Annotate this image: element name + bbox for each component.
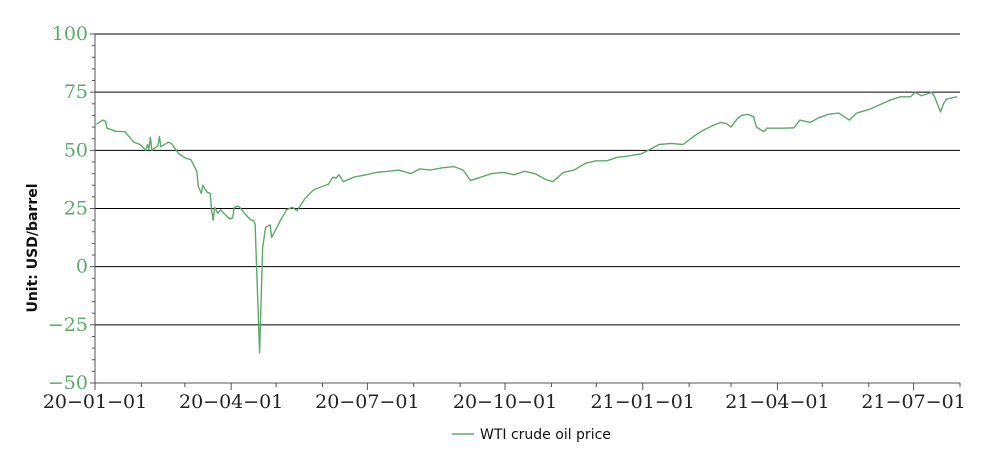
y-tick-label: 25 — [64, 198, 88, 220]
x-tick-label: 20−10−01 — [453, 391, 557, 413]
y-tick-label: 100 — [52, 23, 88, 45]
x-tick-label: 20−04−01 — [179, 391, 283, 413]
x-tick-labels: 20−01−01 20−04−01 20−07−01 20−10−01 21−01−01… — [43, 391, 966, 413]
y-tick-label: 0 — [76, 256, 88, 278]
legend-label: WTI crude oil price — [480, 427, 611, 443]
y-tick-label: −50 — [48, 372, 88, 394]
y-tick-labels: 100 75 50 25 0 −25 −50 — [48, 23, 88, 394]
legend: WTI crude oil price — [452, 427, 611, 443]
x-tick-label: 20−07−01 — [315, 391, 419, 413]
series-line-0 — [96, 91, 958, 354]
x-tick-label: 21−04−01 — [725, 391, 829, 413]
x-tick-label: 20−01−01 — [43, 391, 147, 413]
gridlines — [95, 33, 960, 326]
y-tick-label: −25 — [48, 314, 88, 336]
x-tick-label: 21−01−01 — [591, 391, 695, 413]
series-layer — [96, 91, 958, 354]
x-tick-label: 21−07−01 — [861, 391, 965, 413]
y-axis-label: Unit: USD/barrel — [25, 183, 41, 312]
axes — [90, 33, 961, 390]
y-tick-label: 50 — [64, 139, 88, 161]
y-tick-label: 75 — [64, 81, 88, 103]
